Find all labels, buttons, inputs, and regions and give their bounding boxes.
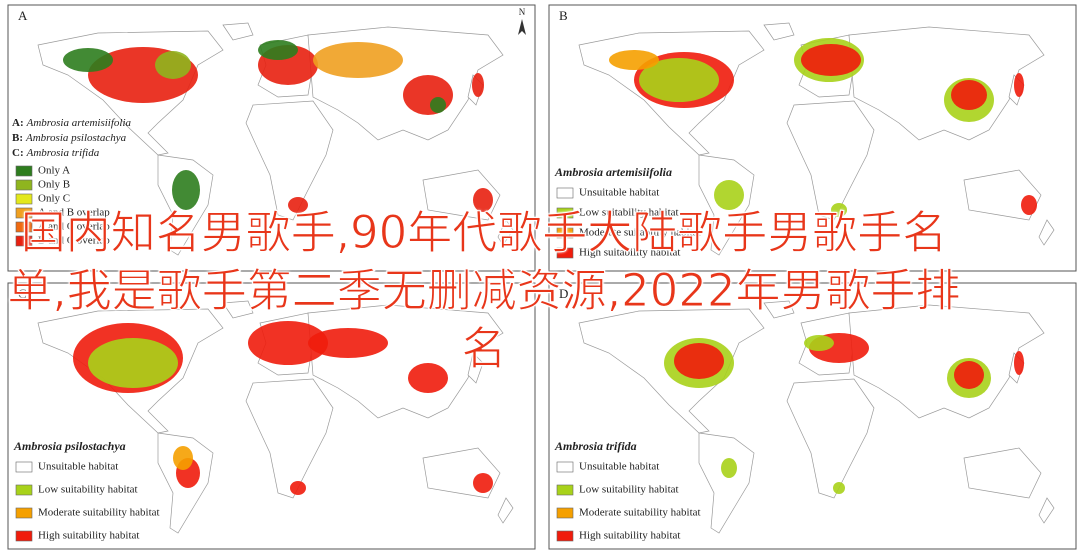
- habitat-area: [472, 73, 484, 97]
- panel-label: C: [18, 286, 27, 301]
- panel-label: B: [559, 8, 568, 23]
- legend-label: Only B: [38, 179, 70, 191]
- legend-title: Ambrosia psilostachya: [13, 439, 126, 453]
- legend-label: Moderate suitability habitat: [579, 227, 701, 239]
- legend-swatch: [556, 484, 574, 496]
- legend-swatch: [15, 530, 33, 542]
- legend-label: B and C overlap: [38, 235, 110, 247]
- species-key: C:: [12, 147, 24, 159]
- north-arrow: [518, 19, 526, 35]
- legend-swatch: [15, 221, 33, 233]
- habitat-area: [258, 40, 298, 60]
- map-panel: D Ambrosia trifida Unsuitable habitat Low s…: [548, 282, 1077, 550]
- habitat-area: [173, 446, 193, 470]
- habitat-area: [831, 203, 847, 217]
- species-key: A:: [12, 117, 24, 129]
- legend-title: Ambrosia artemisiifolia: [554, 165, 672, 179]
- habitat-area: [473, 473, 493, 493]
- legend-title: Ambrosia trifida: [554, 439, 637, 453]
- legend-swatch: [556, 247, 574, 259]
- habitat-area: [290, 481, 306, 495]
- panel-label: A: [18, 8, 28, 23]
- habitat-area: [714, 180, 744, 210]
- legend-label: A and C overlap: [38, 221, 110, 233]
- habitat-area: [1014, 351, 1024, 375]
- legend-label: Unsuitable habitat: [579, 461, 659, 473]
- species-name: Ambrosia trifida: [26, 147, 100, 159]
- legend-label: Unsuitable habitat: [579, 187, 659, 199]
- habitat-area: [1014, 73, 1024, 97]
- legend-swatch: [556, 207, 574, 219]
- legend-swatch: [15, 165, 33, 177]
- legend-label: Only C: [38, 193, 70, 205]
- habitat-area: [63, 48, 113, 72]
- legend-swatch: [15, 507, 33, 519]
- species-key: B:: [12, 132, 23, 144]
- habitat-area: [430, 97, 446, 113]
- map-panel: B Ambrosia artemisiifolia Unsuitable habit…: [548, 4, 1077, 272]
- legend-swatch: [556, 530, 574, 542]
- species-name: Ambrosia artemisiifolia: [26, 117, 132, 129]
- habitat-area: [1021, 195, 1037, 215]
- habitat-area: [801, 44, 861, 76]
- habitat-area: [721, 458, 737, 478]
- map-panel: C Ambrosia psilostachya Unsuitable habitat…: [7, 282, 536, 550]
- legend-label: Unsuitable habitat: [38, 461, 118, 473]
- legend-label: Moderate suitability habitat: [38, 507, 160, 519]
- habitat-area: [308, 328, 388, 358]
- species-entry: C: Ambrosia trifida: [12, 147, 100, 159]
- legend-swatch: [556, 227, 574, 239]
- legend-label: A and B overlap: [38, 207, 110, 219]
- habitat-area: [954, 361, 984, 389]
- habitat-area: [833, 482, 845, 494]
- legend-label: Low suitability habitat: [579, 207, 679, 219]
- overlay-title: 国内知名男歌手,90年代歌手大陆歌手男歌手名单,我是歌手第二季无删减资源,202…: [7, 206, 961, 376]
- habitat-area: [313, 42, 403, 78]
- legend-label: High suitability habitat: [38, 530, 139, 542]
- legend-swatch: [556, 461, 574, 473]
- legend-label: Moderate suitability habitat: [579, 507, 701, 519]
- habitat-area: [804, 335, 834, 351]
- habitat-area: [172, 170, 200, 210]
- species-name: Ambrosia psilostachya: [25, 132, 127, 144]
- legend-label: High suitability habitat: [579, 247, 680, 259]
- habitat-area: [248, 321, 328, 365]
- legend-swatch: [15, 484, 33, 496]
- species-entry: A: Ambrosia artemisiifolia: [12, 117, 132, 129]
- panel-label: D: [559, 286, 568, 301]
- habitat-area: [951, 80, 987, 110]
- habitat-area: [408, 363, 448, 393]
- legend-swatch: [15, 207, 33, 219]
- legend-swatch: [15, 235, 33, 247]
- legend-label: Low suitability habitat: [579, 484, 679, 496]
- north-label: N: [519, 7, 526, 17]
- habitat-area: [639, 58, 719, 102]
- habitat-area: [403, 75, 453, 115]
- species-entry: B: Ambrosia psilostachya: [12, 132, 127, 144]
- legend-swatch: [15, 461, 33, 473]
- habitat-area: [288, 197, 308, 213]
- legend-label: High suitability habitat: [579, 530, 680, 542]
- legend-swatch: [556, 187, 574, 199]
- legend-swatch: [15, 193, 33, 205]
- habitat-area: [88, 338, 178, 388]
- habitat-area: [609, 50, 659, 70]
- habitat-area: [155, 51, 191, 79]
- legend-swatch: [15, 179, 33, 191]
- habitat-area: [674, 343, 724, 379]
- legend-label: Only A: [38, 165, 70, 177]
- habitat-area: [473, 188, 493, 212]
- legend-label: Low suitability habitat: [38, 484, 138, 496]
- legend-swatch: [556, 507, 574, 519]
